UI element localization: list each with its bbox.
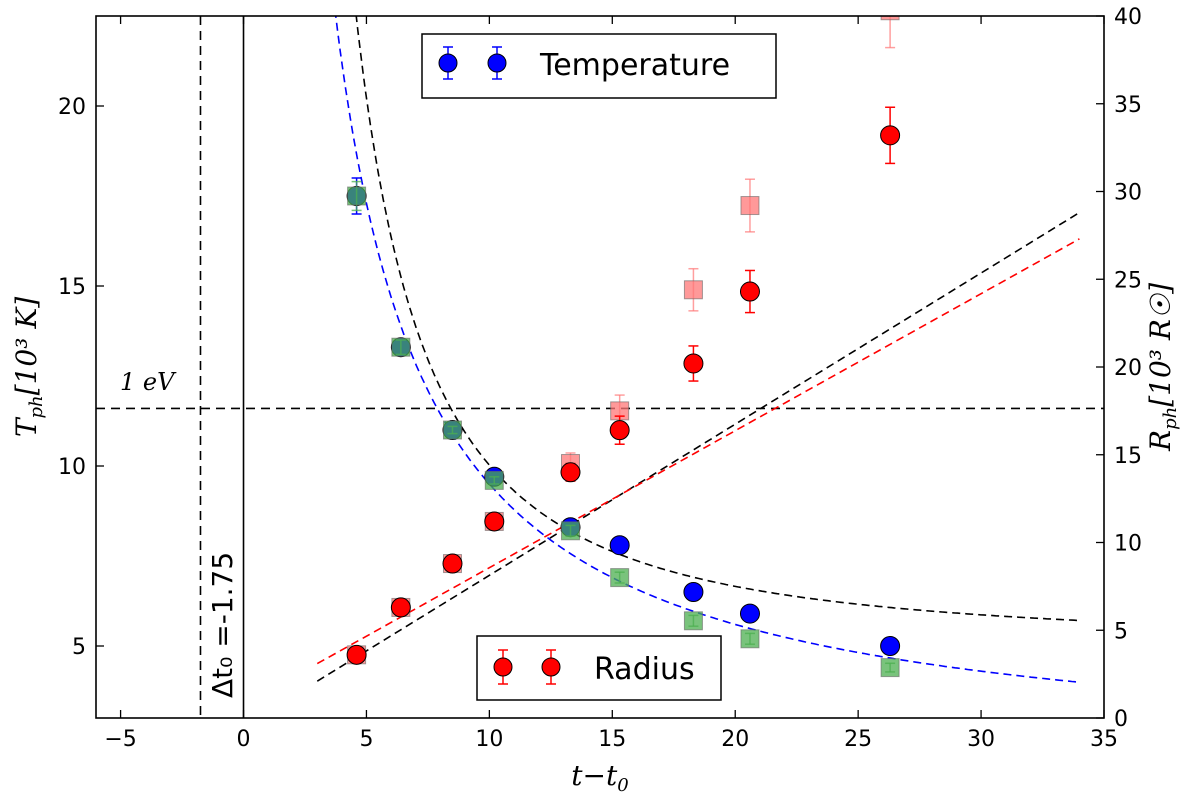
y-right-tick-label-8: 40 <box>1114 5 1142 30</box>
radius-pink-point-6 <box>683 267 703 312</box>
temperature-blue-marker-8 <box>880 636 901 656</box>
x-tick-label-6: 25 <box>844 727 872 752</box>
x-tick-label-1: 0 <box>237 727 251 752</box>
radius-red-point-8 <box>880 106 901 165</box>
radius-red-marker-2 <box>442 553 463 574</box>
temperature-blue-point-5 <box>609 535 630 556</box>
temperature-green-marker-5 <box>610 568 630 588</box>
radius-red-point-1 <box>390 597 411 618</box>
radius-red-marker-5 <box>609 420 630 441</box>
temperature-green-point-0 <box>347 180 367 212</box>
fit-radius-red <box>316 238 1080 665</box>
radius-red-marker-1 <box>390 597 411 618</box>
y-right-tick-label-5: 25 <box>1114 268 1142 293</box>
y-left-axis-label: Tph[10³ K] <box>10 297 47 437</box>
temperature-blue-point-7 <box>739 603 760 624</box>
temperature-green-point-2 <box>442 420 462 440</box>
temperature-green-marker-7 <box>740 629 760 649</box>
fit-temperature-black <box>355 16 1080 622</box>
radius-red-point-6 <box>683 345 704 382</box>
hline-label: 1 eV <box>120 368 177 396</box>
radius-red-point-7 <box>739 269 760 314</box>
radius-red-marker-3 <box>484 511 505 532</box>
y-left-tick-label-0: 5 <box>72 635 86 660</box>
data-points <box>346 16 901 678</box>
radius-red-marker-8 <box>880 125 901 146</box>
radius-pink-marker-7 <box>740 196 760 216</box>
radius-red-marker-6 <box>683 353 704 374</box>
axis-ticks: −5 0 5 10 15 20 25 30 35 5 10 15 20 0 5 10 15 20 25 30 35 40 <box>58 5 1142 752</box>
x-tick-label-0: −5 <box>104 727 136 752</box>
y-right-axis-label: Rph[10³ R☉] <box>1144 283 1181 452</box>
x-tick-label-3: 10 <box>475 727 503 752</box>
temperature-green-marker-6 <box>683 611 703 631</box>
temperature-green-point-3 <box>484 470 504 490</box>
radius-red-point-0 <box>346 644 367 665</box>
y-left-tick-label-1: 10 <box>58 455 86 480</box>
temperature-green-point-7 <box>740 629 760 649</box>
temperature-green-point-5 <box>610 568 630 588</box>
legend-radius-frame <box>476 635 722 701</box>
x-tick-label-8: 35 <box>1090 727 1118 752</box>
legend-temperature: Temperature <box>421 33 777 99</box>
y-right-tick-label-4: 20 <box>1114 356 1142 381</box>
temperature-blue-marker-5 <box>609 535 630 556</box>
temperature-green-point-1 <box>391 337 411 357</box>
legend-radius-marker-1 <box>493 649 513 685</box>
reference-lines <box>96 16 1104 718</box>
temperature-green-point-6 <box>683 611 703 631</box>
x-tick-label-2: 5 <box>359 727 373 752</box>
radius-red-marker-0 <box>346 644 367 665</box>
radius-red-point-3 <box>484 511 505 532</box>
legend-temperature-marker-2 <box>487 46 507 80</box>
radius-pink-marker-8 <box>880 16 900 21</box>
legend-radius-label: Radius <box>594 652 695 687</box>
y-left-tick-label-3: 20 <box>58 95 86 120</box>
radius-red-point-4 <box>560 462 581 483</box>
y-right-tick-label-2: 10 <box>1114 532 1142 557</box>
plot-area <box>96 16 1104 718</box>
temperature-green-point-4 <box>560 521 580 541</box>
radius-pink-point-8 <box>880 16 900 49</box>
radius-red-marker-4 <box>560 462 581 483</box>
temperature-blue-marker-6 <box>683 582 704 602</box>
radius-red-point-5 <box>609 415 630 445</box>
radius-pink-point-7 <box>740 178 760 233</box>
temperature-green-point-8 <box>880 658 900 678</box>
temperature-green-marker-0 <box>347 186 367 206</box>
fit-radius-black <box>316 211 1080 682</box>
temperature-green-marker-8 <box>880 658 900 678</box>
legend-temperature-label: Temperature <box>539 48 730 83</box>
legend-temperature-frame <box>421 33 777 99</box>
temperature-green-marker-2 <box>442 420 462 440</box>
radius-red-marker-7 <box>739 281 760 302</box>
legend-temperature-marker-1 <box>438 46 458 80</box>
temperature-green-marker-3 <box>484 470 504 490</box>
x-axis-label: t−t0 <box>571 759 628 796</box>
temperature-green-marker-1 <box>391 337 411 357</box>
y-right-tick-label-3: 15 <box>1114 444 1142 469</box>
temperature-blue-point-8 <box>880 636 901 656</box>
legend-radius-marker-2 <box>541 649 561 685</box>
radius-pink-marker-6 <box>683 280 703 300</box>
y-right-tick-label-6: 30 <box>1114 181 1142 206</box>
temperature-blue-marker-7 <box>739 603 760 624</box>
x-tick-label-5: 20 <box>721 727 749 752</box>
x-tick-label-7: 30 <box>967 727 995 752</box>
temperature-green-marker-4 <box>560 521 580 541</box>
radius-red-point-2 <box>442 553 463 574</box>
vline-label: Δt₀ =-1.75 <box>206 552 239 698</box>
y-left-tick-label-2: 15 <box>58 275 86 300</box>
legend-radius: Radius <box>476 635 722 701</box>
x-tick-label-4: 15 <box>598 727 626 752</box>
y-right-tick-label-0: 0 <box>1114 707 1128 732</box>
y-right-tick-label-7: 35 <box>1114 93 1142 118</box>
y-right-tick-label-1: 5 <box>1114 619 1128 644</box>
temperature-blue-point-6 <box>683 582 704 602</box>
